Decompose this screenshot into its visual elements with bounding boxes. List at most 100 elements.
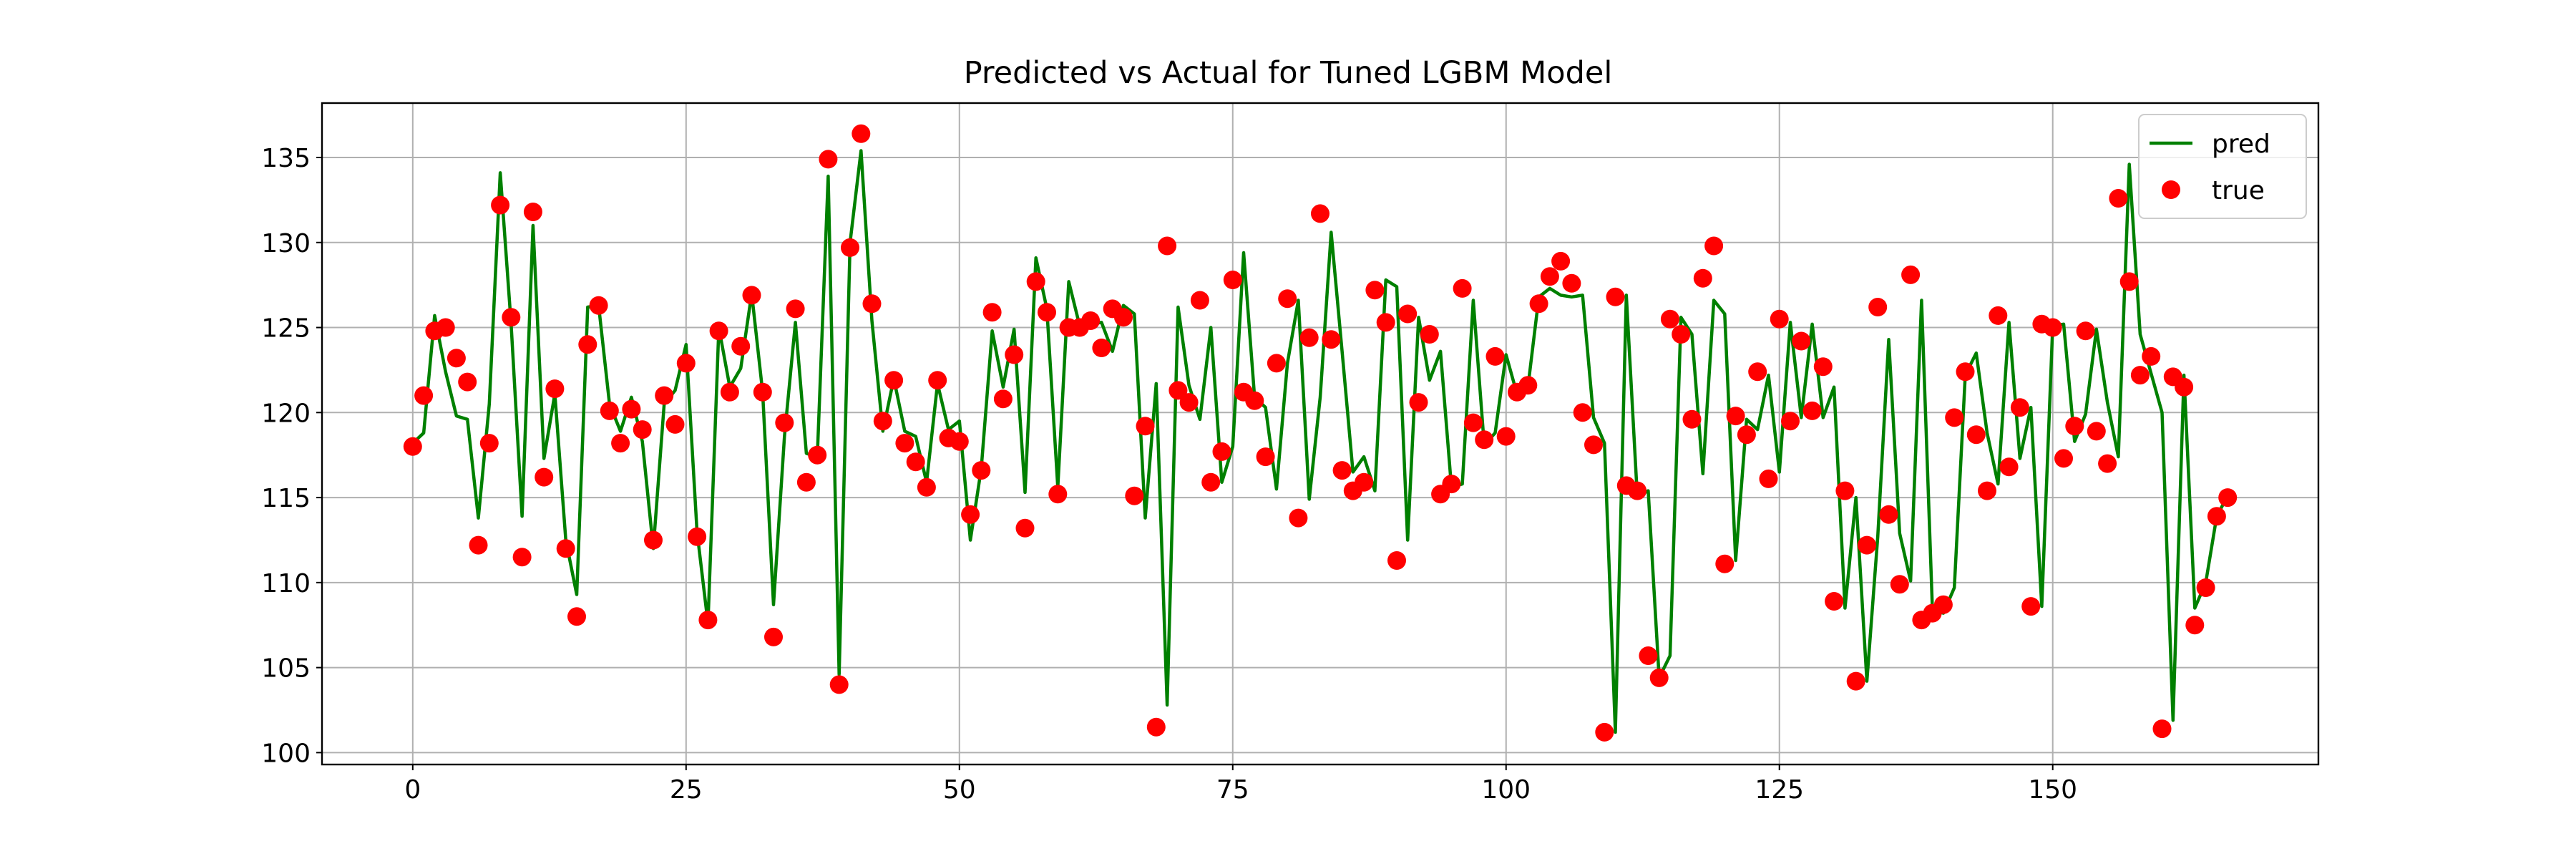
true-point (1267, 354, 1286, 373)
true-point (1682, 409, 1702, 429)
true-point (1879, 505, 1898, 524)
true-point (1672, 325, 1691, 344)
true-point (622, 399, 641, 419)
true-point (1759, 469, 1778, 488)
true-point (1015, 518, 1035, 538)
true-point (1966, 425, 1986, 445)
true-point (479, 434, 499, 453)
true-point (1387, 551, 1406, 570)
x-tick-label: 75 (1216, 775, 1249, 805)
true-point (993, 389, 1013, 409)
true-point (1409, 393, 1428, 412)
chart-title: Predicted vs Actual for Tuned LGBM Model (964, 55, 1613, 91)
true-point (1748, 362, 1767, 382)
true-point (2175, 377, 2194, 397)
true-point (895, 434, 914, 453)
true-point (2130, 366, 2150, 385)
true-point (1770, 309, 1789, 329)
true-point (982, 303, 1002, 322)
true-point (611, 434, 630, 453)
x-tick-label: 0 (404, 775, 421, 805)
true-point (1726, 407, 1745, 426)
x-tick-label: 150 (2028, 775, 2077, 805)
legend: pred true (2138, 114, 2307, 219)
true-point (1781, 412, 1800, 431)
true-point (2065, 417, 2084, 436)
true-point (676, 354, 696, 373)
true-point (731, 336, 751, 356)
true-point (1398, 304, 1418, 324)
true-point (1584, 435, 1603, 455)
true-point (1529, 294, 1548, 314)
x-tick-label: 50 (943, 775, 976, 805)
true-point (1890, 575, 1909, 594)
x-tick-label: 25 (670, 775, 703, 805)
true-point (1365, 281, 1385, 300)
true-point (1989, 306, 2008, 325)
true-point (644, 530, 663, 550)
true-point (556, 539, 575, 558)
true-point (1518, 376, 1538, 395)
true-point (1933, 595, 1953, 614)
true-point (1551, 251, 1571, 271)
true-point (469, 535, 488, 555)
true-point (1606, 287, 1625, 306)
true-point (1442, 475, 1461, 494)
true-point (589, 296, 608, 315)
true-point (2076, 321, 2095, 341)
grid-layer (322, 103, 2318, 765)
true-point (1245, 391, 1264, 410)
true-point (1485, 346, 1505, 366)
true-point (1825, 592, 1844, 611)
true-point (709, 321, 728, 341)
true-point (502, 308, 521, 327)
true-point (786, 299, 805, 319)
true-point (1005, 345, 1024, 364)
plot-frame (321, 102, 2320, 766)
true-point (2196, 578, 2215, 597)
true-point (1540, 267, 1559, 286)
y-tick-label: 125 (261, 314, 311, 344)
true-point (1595, 722, 1614, 742)
true-point (1737, 425, 1756, 445)
true-point (567, 607, 586, 626)
true-point (1649, 668, 1669, 687)
x-axis-ticks: 0 25 50 75 100 125 150 (404, 765, 2077, 805)
true-point (1978, 481, 1996, 500)
true-point (1858, 535, 1876, 555)
true-point (1114, 308, 1133, 327)
true-point (2054, 449, 2073, 468)
true-point (1660, 309, 1679, 329)
true-point (950, 432, 969, 451)
true-point (1945, 408, 1964, 427)
true-point (829, 675, 849, 694)
legend-true-label: true (2212, 176, 2265, 205)
true-point (808, 445, 827, 465)
true-point (1792, 331, 1811, 351)
true-point (1092, 339, 1111, 357)
true-point (1332, 461, 1352, 480)
true-point (2185, 616, 2205, 635)
true-point (906, 452, 925, 472)
y-tick-label: 115 (261, 484, 311, 513)
true-point (852, 124, 871, 143)
true-point (1278, 289, 1297, 309)
x-tick-label: 125 (1755, 775, 1804, 805)
y-tick-label: 110 (261, 569, 311, 598)
pred-line (411, 149, 2230, 734)
true-point (1453, 278, 1472, 298)
true-point (1201, 472, 1221, 492)
true-point (1704, 236, 1724, 256)
true-point (972, 461, 991, 480)
true-point (1463, 413, 1483, 432)
true-point (1289, 508, 1308, 528)
true-point (578, 335, 597, 354)
true-point (1693, 268, 1712, 288)
pred-series (411, 149, 2230, 734)
y-tick-label: 100 (261, 739, 311, 768)
true-point (1420, 325, 1439, 344)
true-point (884, 371, 904, 390)
true-point (633, 420, 652, 440)
true-point (1475, 430, 1494, 450)
true-point (1846, 671, 1865, 691)
